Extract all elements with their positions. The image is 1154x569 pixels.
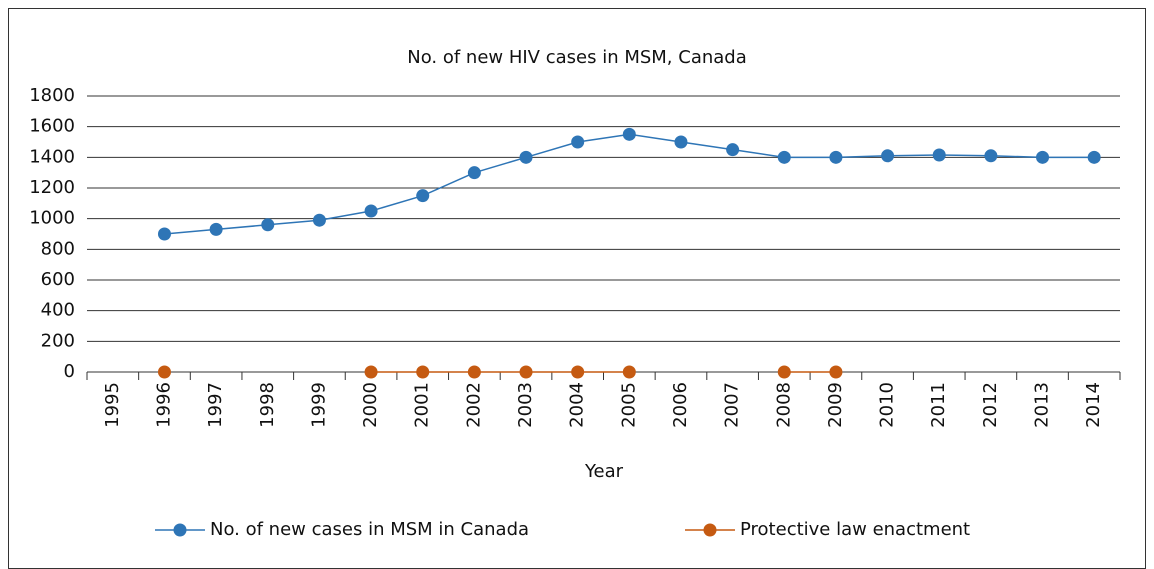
x-tick-label: 2004 bbox=[567, 382, 588, 428]
x-tick-label: 2011 bbox=[928, 382, 949, 428]
data-point bbox=[571, 365, 585, 379]
x-tick-label: 2007 bbox=[722, 382, 743, 428]
y-tick-label: 1000 bbox=[29, 208, 75, 229]
data-point bbox=[261, 218, 275, 232]
data-point bbox=[519, 150, 533, 164]
data-point bbox=[622, 127, 636, 141]
legend-label: Protective law enactment bbox=[740, 519, 970, 540]
x-tick-label: 2005 bbox=[618, 382, 639, 428]
data-point bbox=[674, 135, 688, 149]
x-tick-label: 1996 bbox=[153, 382, 174, 428]
data-point bbox=[416, 189, 430, 203]
data-point bbox=[519, 365, 533, 379]
y-tick-label: 1200 bbox=[29, 177, 75, 198]
data-point bbox=[932, 148, 946, 162]
x-tick-label: 1995 bbox=[102, 382, 123, 428]
chart-title: No. of new HIV cases in MSM, Canada bbox=[407, 47, 747, 68]
data-point bbox=[157, 227, 171, 241]
data-point bbox=[209, 222, 223, 236]
y-tick-label: 400 bbox=[41, 300, 75, 321]
legend-label: No. of new cases in MSM in Canada bbox=[210, 519, 529, 540]
data-point bbox=[829, 150, 843, 164]
x-tick-label: 2012 bbox=[980, 382, 1001, 428]
x-tick-label: 2002 bbox=[463, 382, 484, 428]
data-point bbox=[364, 365, 378, 379]
y-tick-label: 200 bbox=[41, 330, 75, 351]
x-tick-label: 2013 bbox=[1032, 382, 1053, 428]
y-tick-label: 1800 bbox=[29, 85, 75, 106]
x-tick-label: 2000 bbox=[360, 382, 381, 428]
x-tick-label: 1998 bbox=[257, 382, 278, 428]
data-point bbox=[1087, 150, 1101, 164]
legend-marker bbox=[173, 523, 187, 537]
data-point bbox=[157, 365, 171, 379]
data-point bbox=[571, 135, 585, 149]
x-tick-label: 2009 bbox=[825, 382, 846, 428]
legend-marker bbox=[703, 523, 717, 537]
data-point bbox=[777, 365, 791, 379]
data-point bbox=[829, 365, 843, 379]
chart-frame bbox=[8, 8, 1146, 569]
x-tick-label: 1999 bbox=[308, 382, 329, 428]
data-point bbox=[881, 149, 895, 163]
y-tick-label: 600 bbox=[41, 269, 75, 290]
x-tick-label: 2001 bbox=[412, 382, 433, 428]
x-tick-label: 1997 bbox=[205, 382, 226, 428]
data-point bbox=[622, 365, 636, 379]
x-axis-label: Year bbox=[584, 461, 624, 482]
data-point bbox=[364, 204, 378, 218]
y-tick-label: 800 bbox=[41, 238, 75, 259]
data-point bbox=[467, 166, 481, 180]
x-tick-label: 2008 bbox=[773, 382, 794, 428]
y-tick-label: 1600 bbox=[29, 116, 75, 137]
data-point bbox=[726, 143, 740, 157]
x-tick-label: 2003 bbox=[515, 382, 536, 428]
x-tick-label: 2006 bbox=[670, 382, 691, 428]
y-tick-label: 0 bbox=[64, 361, 75, 382]
x-tick-label: 2014 bbox=[1083, 382, 1104, 428]
data-point bbox=[777, 150, 791, 164]
data-point bbox=[416, 365, 430, 379]
data-point bbox=[984, 149, 998, 163]
x-tick-label: 2010 bbox=[877, 382, 898, 428]
data-point bbox=[312, 213, 326, 227]
data-point bbox=[467, 365, 481, 379]
data-point bbox=[1036, 150, 1050, 164]
y-tick-label: 1400 bbox=[29, 146, 75, 167]
